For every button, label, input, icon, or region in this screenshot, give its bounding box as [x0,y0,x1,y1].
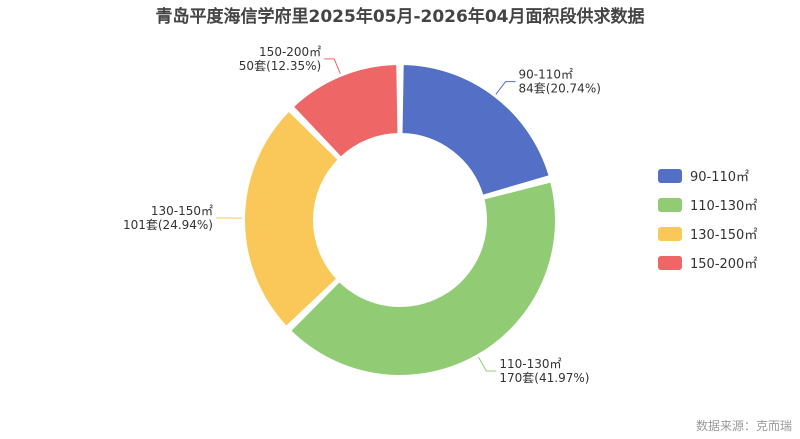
leader-line [495,81,516,95]
leader-line [324,58,341,74]
legend-swatch [658,169,682,183]
legend-item-label: 90-110㎡ [690,170,749,185]
leader-line [478,356,497,372]
donut-slice [289,180,557,378]
data-source: 数据来源：克而瑞 [696,418,792,433]
slice-label-category: 150-200㎡ [259,45,321,59]
legend-item-label: 130-150㎡ [690,228,757,243]
slice-label-value: 101套(24.94%) [123,218,213,232]
donut-slice [243,109,340,328]
slice-label-category: 90-110㎡ [519,68,574,82]
chart-title: 青岛平度海信学府里2025年05月-2026年04月面积段供求数据 [156,6,645,27]
slice-label-value: 50套(12.35%) [239,59,321,73]
donut-slices [243,63,557,378]
slice-label-category: 130-150㎡ [151,204,213,218]
legend-item-label: 110-130㎡ [690,199,757,214]
legend-swatch [658,256,682,270]
legend-item-label: 150-200㎡ [690,257,757,272]
donut-slice [291,63,400,159]
donut-slice [400,63,551,197]
legend: 90-110㎡ 110-130㎡ 130-150㎡ 150-200㎡ [658,169,757,272]
legend-swatch [658,227,682,241]
slice-label-category: 110-130㎡ [499,357,561,371]
legend-swatch [658,198,682,212]
slice-label-value: 84套(20.74%) [519,82,601,96]
slice-label-value: 170套(41.97%) [499,371,589,385]
